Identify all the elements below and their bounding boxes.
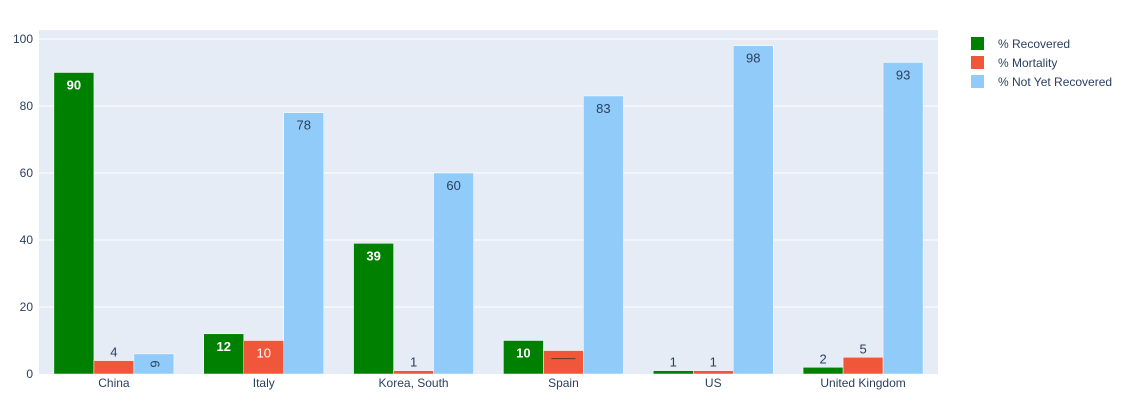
data-label: 1 <box>710 355 717 370</box>
bar-not-yet-recovered-korea-south <box>433 172 474 375</box>
x-tick-label: Spain <box>548 376 579 390</box>
y-tick-label: 60 <box>20 166 34 180</box>
data-label: 90 <box>67 78 81 93</box>
legend-swatch <box>971 56 984 69</box>
bar-mortality-united-kingdom <box>842 357 884 375</box>
bar-recovered-united-kingdom <box>802 367 844 375</box>
x-tick-label: Italy <box>253 376 275 390</box>
bar-recovered-spain <box>503 340 544 375</box>
data-label: 6 <box>147 360 162 367</box>
data-label: 1 <box>670 355 677 370</box>
x-tick-label: China <box>98 376 130 390</box>
bar-recovered-us <box>653 370 694 375</box>
legend-item[interactable]: % Not Yet Recovered <box>971 75 1112 89</box>
bar-not-yet-recovered-italy <box>283 112 324 375</box>
y-tick-label: 100 <box>13 32 33 46</box>
data-label: 10 <box>257 346 271 361</box>
data-label: 39 <box>366 248 380 263</box>
bar-not-yet-recovered-united-kingdom <box>882 62 924 375</box>
legend-swatch <box>971 37 984 50</box>
plot-background <box>39 30 938 374</box>
legend-swatch <box>971 75 984 88</box>
data-label: 12 <box>217 339 231 354</box>
data-label: 2 <box>819 351 826 366</box>
data-label: 1 <box>410 355 417 370</box>
data-label: 4 <box>110 345 117 360</box>
data-label: 83 <box>596 101 610 116</box>
bar-not-yet-recovered-us <box>733 45 774 375</box>
y-tick-label: 80 <box>20 99 34 113</box>
data-label: 98 <box>746 51 760 66</box>
bar-recovered-korea-south <box>353 243 394 375</box>
legend[interactable]: % Recovered % Mortality % Not Yet Recovere… <box>971 37 1112 89</box>
legend-item[interactable]: % Mortality <box>971 56 1057 70</box>
bar-not-yet-recovered-spain <box>583 95 624 375</box>
bar-mortality-china <box>93 360 135 375</box>
grid-lines <box>39 38 938 308</box>
bar-recovered-italy <box>203 333 244 375</box>
y-tick-label: 0 <box>26 367 33 381</box>
bar-mortality-spain <box>543 350 584 375</box>
x-axis: China Italy Korea, South Spain US United King… <box>98 376 906 390</box>
legend-label: % Recovered <box>998 37 1070 51</box>
data-label: 93 <box>896 67 910 82</box>
bars <box>53 45 924 375</box>
legend-label: % Mortality <box>998 56 1057 70</box>
bar-mortality-italy <box>243 340 284 375</box>
bar-labels: 90 4 6 12 10 78 39 1 60 10 83 1 1 98 2 5 93 <box>67 51 911 370</box>
bar-mortality-korea-south <box>393 370 434 375</box>
data-label: 60 <box>446 178 460 193</box>
x-tick-label: United Kingdom <box>820 376 905 390</box>
x-tick-label: Korea, South <box>379 376 449 390</box>
bar-recovered-china <box>53 72 95 375</box>
legend-item[interactable]: % Recovered <box>971 37 1070 51</box>
bar-mortality-us <box>693 370 734 375</box>
y-tick-label: 40 <box>20 233 34 247</box>
y-axis: 0 20 40 60 80 100 <box>13 32 33 381</box>
data-label: 10 <box>516 346 530 361</box>
x-tick-label: US <box>705 376 722 390</box>
data-label: 5 <box>859 341 866 356</box>
legend-label: % Not Yet Recovered <box>998 75 1112 89</box>
data-label: 78 <box>297 118 311 133</box>
bar-not-yet-recovered-china <box>133 353 175 375</box>
y-tick-label: 20 <box>20 300 34 314</box>
